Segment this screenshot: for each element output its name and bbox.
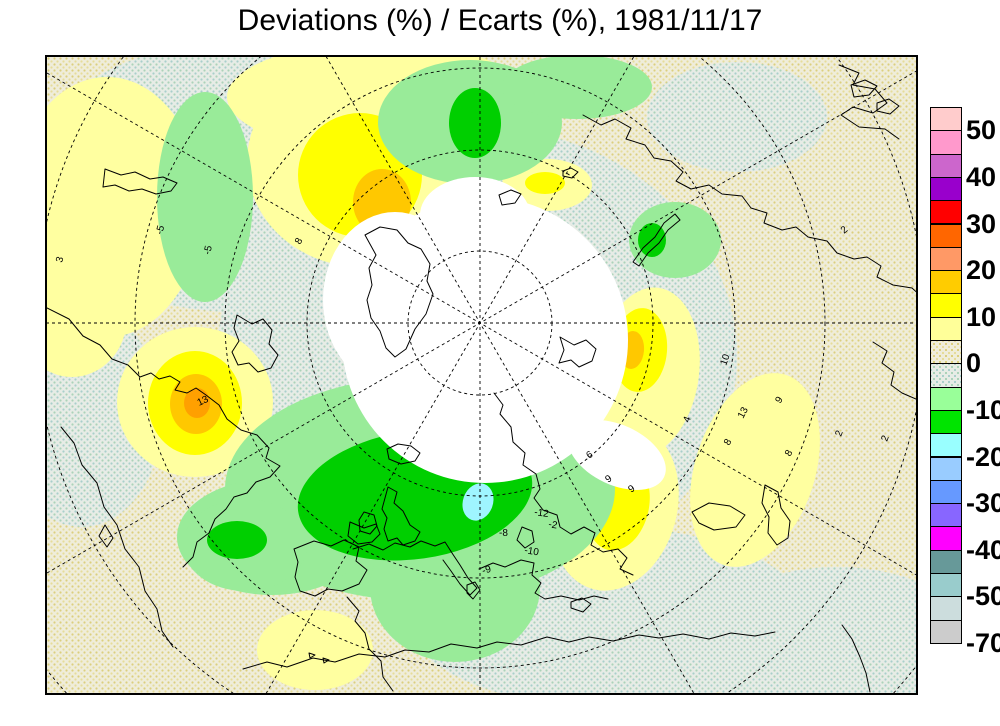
coastline-layer bbox=[47, 64, 916, 693]
contour-value-label: 9 bbox=[773, 394, 785, 405]
contour-value-label: 13 bbox=[196, 394, 211, 409]
contour-value-label: 8 bbox=[293, 236, 306, 247]
contour-value-label: 4 bbox=[681, 415, 693, 424]
legend-label: -40 bbox=[966, 534, 1000, 565]
legend-label: 0 bbox=[966, 348, 982, 379]
contour-value-label: -5 bbox=[154, 224, 167, 236]
legend-box bbox=[930, 200, 962, 225]
legend-box bbox=[930, 433, 962, 458]
contour-value-label: -12 bbox=[534, 507, 550, 520]
legend-box bbox=[930, 107, 962, 132]
legend-box bbox=[930, 246, 962, 272]
contour-value-label: 9 bbox=[603, 473, 614, 485]
contour-value-label: 10 bbox=[718, 352, 732, 367]
legend-box bbox=[930, 176, 962, 202]
legend-box bbox=[930, 456, 962, 481]
legend-box bbox=[930, 526, 962, 551]
legend-box bbox=[930, 153, 962, 178]
contour-value-label: -8 bbox=[499, 528, 508, 539]
contour-value-label: 2 bbox=[833, 429, 845, 438]
contour-value-label: 13 bbox=[736, 405, 751, 420]
contour-value-label: 2 bbox=[879, 434, 891, 443]
contour-value-label: -9 bbox=[481, 564, 493, 577]
contour-value-label: 8 bbox=[783, 448, 796, 459]
legend-label: 30 bbox=[966, 208, 997, 239]
contour-value-label: 2 bbox=[839, 224, 851, 236]
contour-value-label: 3 bbox=[54, 255, 66, 264]
legend-box bbox=[930, 316, 962, 341]
legend-label: 20 bbox=[966, 255, 997, 286]
contour-value-label: 6 bbox=[584, 449, 595, 461]
legend-box bbox=[930, 363, 962, 388]
contour-value-label: 9 bbox=[626, 483, 637, 495]
legend-label: 10 bbox=[966, 301, 997, 332]
legend-label: 50 bbox=[966, 115, 997, 146]
contour-value-label: -5 bbox=[202, 244, 215, 255]
legend-box bbox=[930, 340, 962, 365]
legend-box bbox=[930, 386, 962, 411]
legend-label: -30 bbox=[966, 488, 1000, 519]
legend-box bbox=[930, 409, 962, 435]
graticule-layer bbox=[47, 57, 916, 693]
legend-box bbox=[930, 619, 962, 644]
legend-label: -20 bbox=[966, 441, 1000, 472]
legend-box bbox=[930, 596, 962, 621]
legend-box bbox=[930, 549, 962, 574]
legend-box bbox=[930, 503, 962, 528]
legend-box bbox=[930, 130, 962, 155]
contour-value-label: -2 bbox=[547, 519, 558, 531]
legend-box bbox=[930, 573, 962, 598]
white-nodata-layer bbox=[323, 177, 666, 490]
contour-value-label: 8 bbox=[722, 437, 735, 448]
map-frame: -5 -5 8 3 13 -12 -8 -2 -10 -9 6 9 9 10 13 4 9 8 8 2 2 2 bbox=[45, 55, 918, 695]
page-title: Deviations (%) / Ecarts (%), 1981/11/17 bbox=[237, 4, 763, 37]
legend-label: 40 bbox=[966, 161, 997, 192]
legend-label: -10 bbox=[966, 394, 1000, 425]
contour-value-label: -10 bbox=[523, 545, 540, 558]
legend-box bbox=[930, 293, 962, 318]
legend-label: -50 bbox=[966, 581, 1000, 612]
legend-box bbox=[930, 223, 962, 248]
legend-label: -70 bbox=[966, 627, 1000, 658]
legend-box bbox=[930, 270, 962, 295]
legend-box bbox=[930, 479, 962, 505]
